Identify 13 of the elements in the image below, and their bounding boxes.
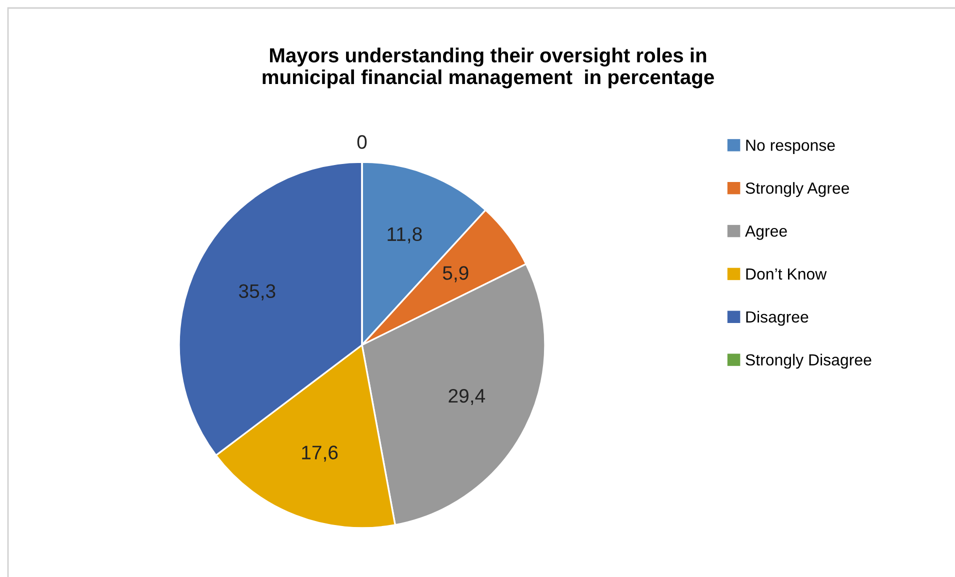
legend-label: Agree: [745, 226, 787, 240]
data-label: 29,4: [448, 388, 486, 406]
chart-title: Mayors understanding their oversight roles in municipal financial management in percentage: [262, 48, 714, 88]
legend-label: No response: [746, 140, 835, 154]
text: 0: [357, 135, 367, 149]
legend-label: Don’t Know: [746, 268, 827, 280]
legend-label: Strongly Agree: [746, 182, 850, 197]
data-label: 17,6: [302, 446, 338, 462]
data-label: 5,9: [442, 266, 468, 282]
legend-label: Strongly Disagree: [746, 354, 872, 369]
legend-label: Disagree: [746, 310, 808, 326]
data-label: 11,8: [388, 227, 422, 244]
data-label: 35,3: [238, 284, 276, 300]
